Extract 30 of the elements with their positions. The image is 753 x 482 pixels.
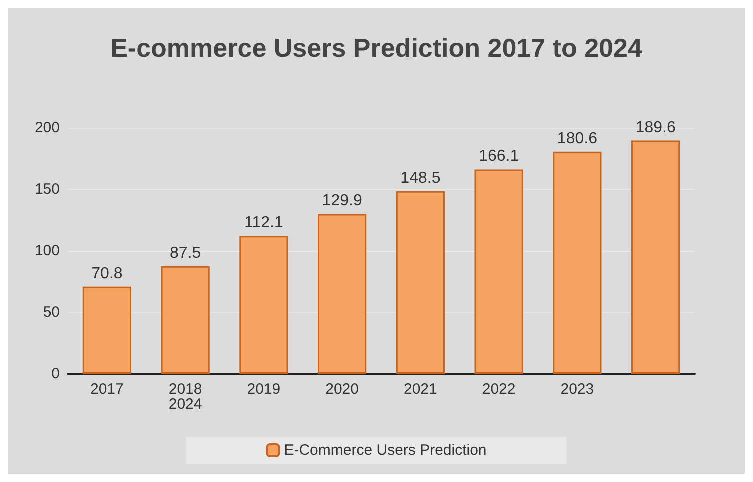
data-label: 180.6 [557,130,598,148]
bar [318,214,367,374]
bar [161,266,210,374]
data-label: 148.5 [400,170,441,187]
bar [82,286,132,374]
y-tick-label: 50 [43,304,60,321]
y-tick-label: 200 [34,120,60,136]
data-label: 70.8 [92,265,123,282]
bar [474,170,524,374]
x-tick-label: 2019 [247,381,281,398]
x-tick-label: 2020 [326,381,359,398]
bar [240,236,288,374]
y-tick-label: 100 [34,242,60,260]
data-label: 87.5 [170,244,202,262]
y-tick-label: 150 [34,181,60,198]
data-label: 166.1 [479,148,520,166]
bar [553,152,602,374]
x-tick-label: 2023 [560,381,594,398]
legend-label: E-Commerce Users Prediction [284,442,487,459]
data-label: 112.1 [244,214,284,232]
bar [396,191,445,374]
data-label: 189.6 [636,119,676,136]
x-tick-label: 2021 [404,381,438,398]
chart-title: E-commerce Users Prediction 2017 to 2024 [110,33,643,63]
x-tick-label: 2022 [482,381,516,398]
x-tick-label: 2018 2024 [168,381,202,413]
y-tick-label: 0 [52,366,60,382]
bar [632,140,680,374]
x-tick-label: 2017 [90,381,124,398]
data-label: 129.9 [322,192,362,210]
